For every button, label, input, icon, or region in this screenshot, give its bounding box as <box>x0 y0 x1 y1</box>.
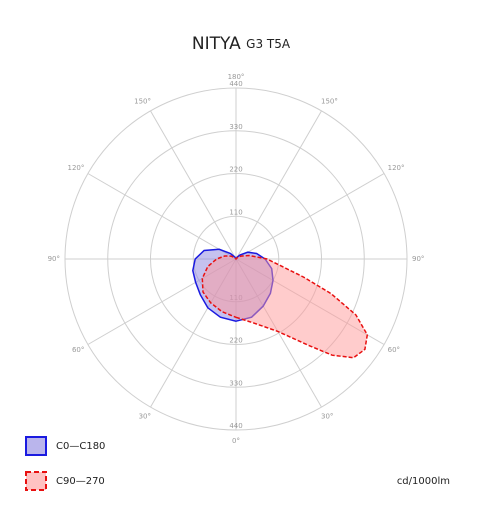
r-tick-label: 330 <box>229 123 242 131</box>
angle-tick-label: 150° <box>321 97 338 105</box>
angle-tick-label: 180° <box>228 73 245 81</box>
legend-swatch <box>25 436 47 456</box>
angle-tick-label: 90° <box>48 255 60 263</box>
angle-tick-label: 120° <box>388 164 405 172</box>
angle-tick-label: 60° <box>388 346 400 354</box>
r-tick-label: 440 <box>229 422 242 430</box>
grid-ring <box>64 87 408 431</box>
angle-tick-label: 120° <box>68 164 85 172</box>
grid-ring <box>150 173 322 345</box>
chart-title: NITYA G3 T5A <box>192 34 291 54</box>
angle-tick-label: 60° <box>72 346 84 354</box>
r-tick-label: 440 <box>229 80 242 88</box>
angle-tick-label: 90° <box>412 255 424 263</box>
unit-label: cd/1000lm <box>397 476 450 487</box>
r-tick-label: 220 <box>229 166 242 174</box>
angle-tick-label: 30° <box>321 413 333 421</box>
angle-tick-label: 30° <box>139 413 151 421</box>
angle-tick-label: 0° <box>232 437 240 445</box>
r-tick-label: 110 <box>229 208 242 216</box>
legend-swatch <box>25 471 47 491</box>
legend-label: C90—270 <box>56 476 105 487</box>
grid-ring <box>107 130 365 388</box>
r-tick-label: 330 <box>229 379 242 387</box>
angle-tick-label: 150° <box>134 97 151 105</box>
subtitle: G3 T5A <box>246 37 291 51</box>
legend-label: C0—C180 <box>56 441 105 452</box>
series-shape <box>201 254 369 359</box>
title: NITYA <box>192 34 241 54</box>
r-tick-label: 220 <box>229 337 242 345</box>
